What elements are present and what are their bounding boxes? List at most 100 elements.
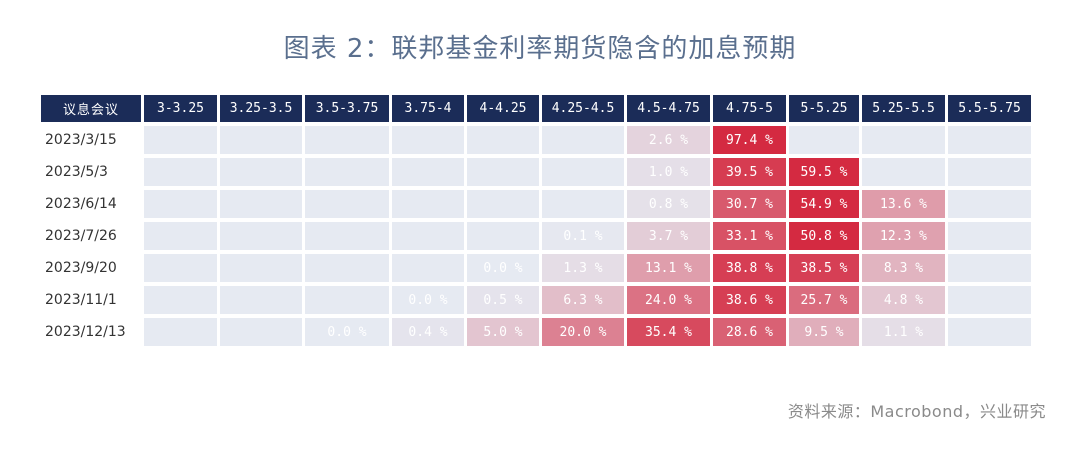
probability-cell [542,190,624,218]
probability-cell [789,126,859,154]
probability-cell: 1.0 % [627,158,710,186]
probability-cell [305,126,389,154]
column-header: 5.5-5.75 [948,95,1031,122]
probability-cell [948,254,1031,282]
probability-cell: 50.8 % [789,222,859,250]
probability-cell [948,318,1031,346]
meeting-date: 2023/6/14 [41,190,141,218]
probability-cell: 13.1 % [627,254,710,282]
probability-cell: 97.4 % [713,126,786,154]
column-header: 4.75-5 [713,95,786,122]
chart-title: 图表 2：联邦基金利率期货隐含的加息预期 [283,34,797,64]
probability-cell: 35.4 % [627,318,710,346]
probability-cell: 1.3 % [542,254,624,282]
table-row: 2023/12/13 0.0 % 0.4 % 5.0 % 20.0 % 35.4 % 28.… [41,318,1031,346]
probability-cell [467,190,539,218]
probability-cell [305,286,389,314]
probability-cell: 0.8 % [627,190,710,218]
probability-cell: 6.3 % [542,286,624,314]
table-row: 2023/5/3 1.0 % 39.5 % 59.5 % [41,158,1031,186]
probability-cell [948,222,1031,250]
probability-cell [220,286,302,314]
probability-cell [305,190,389,218]
probability-cell: 0.0 % [392,286,464,314]
probability-cell: 13.6 % [862,190,945,218]
probability-cell: 0.0 % [305,318,389,346]
column-header: 4.25-4.5 [542,95,624,122]
probability-cell [467,222,539,250]
probability-cell: 38.8 % [713,254,786,282]
probability-cell [220,254,302,282]
probability-cell: 9.5 % [789,318,859,346]
probability-cell [144,158,217,186]
meeting-date: 2023/12/13 [41,318,141,346]
probability-cell [220,126,302,154]
header-row: 议息会议 3-3.25 3.25-3.5 3.5-3.75 3.75-4 4-4.25 4… [41,95,1031,122]
probability-cell [862,158,945,186]
probability-cell [144,254,217,282]
meeting-date: 2023/3/15 [41,126,141,154]
probability-cell [467,126,539,154]
probability-cell [144,318,217,346]
meeting-date: 2023/11/1 [41,286,141,314]
meeting-date: 2023/5/3 [41,158,141,186]
probability-cell [392,222,464,250]
probability-cell [392,158,464,186]
probability-cell [144,126,217,154]
probability-table: 议息会议 3-3.25 3.25-3.5 3.5-3.75 3.75-4 4-4.25 4… [38,91,1034,350]
probability-cell [392,254,464,282]
probability-cell [542,158,624,186]
table-body: 2023/3/15 2.6 % 97.4 % 2023/5/3 1.0 % 39.5 % 5… [41,126,1031,346]
probability-cell: 0.0 % [467,254,539,282]
probability-cell: 3.7 % [627,222,710,250]
probability-cell [305,158,389,186]
probability-cell: 4.8 % [862,286,945,314]
probability-cell: 0.5 % [467,286,539,314]
probability-cell [948,286,1031,314]
probability-cell: 1.1 % [862,318,945,346]
meeting-date: 2023/9/20 [41,254,141,282]
table-row: 2023/9/20 0.0 % 1.3 % 13.1 % 38.8 % 38.5 % 8.3… [41,254,1031,282]
probability-cell [305,254,389,282]
probability-cell [862,126,945,154]
probability-cell [220,190,302,218]
source-note: 资料来源：Macrobond，兴业研究 [787,402,1046,421]
column-header: 3.25-3.5 [220,95,302,122]
column-header: 3.75-4 [392,95,464,122]
probability-cell [948,158,1031,186]
probability-cell [542,126,624,154]
probability-cell [144,190,217,218]
probability-cell: 33.1 % [713,222,786,250]
column-header: 5.25-5.5 [862,95,945,122]
table-row: 2023/6/14 0.8 % 30.7 % 54.9 % 13.6 % [41,190,1031,218]
probability-cell [144,286,217,314]
probability-cell: 30.7 % [713,190,786,218]
probability-cell [305,222,389,250]
column-header: 3.5-3.75 [305,95,389,122]
probability-cell: 28.6 % [713,318,786,346]
row-header-cell: 议息会议 [41,95,141,122]
table-row: 2023/3/15 2.6 % 97.4 % [41,126,1031,154]
probability-cell: 54.9 % [789,190,859,218]
probability-cell: 2.6 % [627,126,710,154]
probability-cell: 38.6 % [713,286,786,314]
probability-cell: 5.0 % [467,318,539,346]
probability-cell: 59.5 % [789,158,859,186]
probability-cell: 24.0 % [627,286,710,314]
probability-cell: 20.0 % [542,318,624,346]
column-header: 5-5.25 [789,95,859,122]
table-row: 2023/11/1 0.0 % 0.5 % 6.3 % 24.0 % 38.6 % 25.7… [41,286,1031,314]
column-header: 4-4.25 [467,95,539,122]
probability-cell: 8.3 % [862,254,945,282]
probability-cell: 0.1 % [542,222,624,250]
probability-cell [467,158,539,186]
probability-cell: 25.7 % [789,286,859,314]
probability-cell [392,190,464,218]
probability-cell [948,190,1031,218]
probability-cell [144,222,217,250]
probability-cell [220,222,302,250]
table-row: 2023/7/26 0.1 % 3.7 % 33.1 % 50.8 % 12.3 % [41,222,1031,250]
probability-cell [948,126,1031,154]
probability-cell [220,318,302,346]
probability-cell: 39.5 % [713,158,786,186]
